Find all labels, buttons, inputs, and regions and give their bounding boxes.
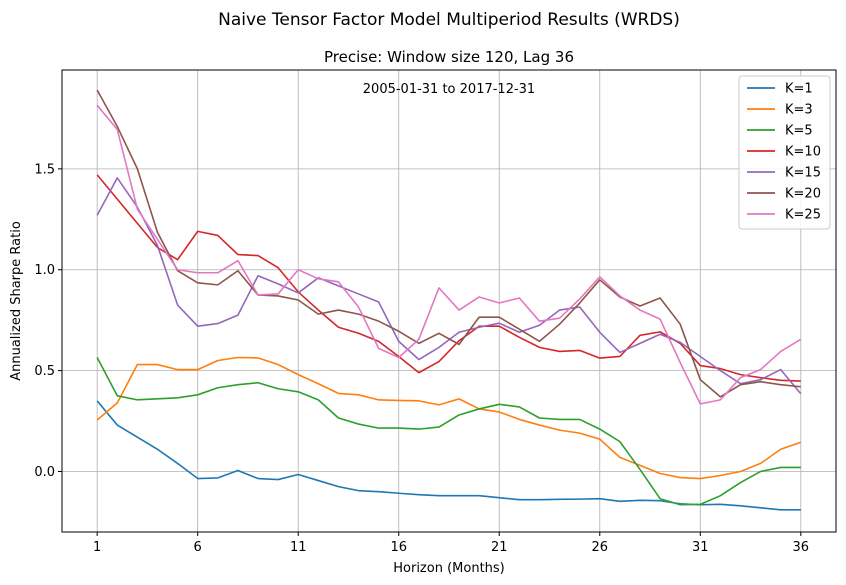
series-line-k5 bbox=[96, 357, 801, 506]
legend-label-k3: K=3 bbox=[785, 103, 813, 118]
x-tick-label: 21 bbox=[491, 540, 508, 555]
y-tick-label: 1.5 bbox=[34, 162, 55, 177]
series-line-k25 bbox=[96, 104, 802, 405]
legend-label-k15: K=15 bbox=[785, 166, 821, 181]
date-range-annotation: 2005-01-31 to 2017-12-31 bbox=[363, 82, 535, 97]
series-line-k1 bbox=[96, 400, 801, 511]
legend-label-k10: K=10 bbox=[785, 145, 821, 160]
y-tick-label: 0.5 bbox=[34, 364, 55, 379]
legend-box bbox=[738, 75, 831, 230]
chart-title: Precise: Window size 120, Lag 36 bbox=[324, 48, 574, 66]
plot-frame bbox=[61, 69, 837, 533]
y-tick-label: 0.0 bbox=[34, 465, 55, 480]
legend-label-k5: K=5 bbox=[785, 124, 813, 139]
grid bbox=[62, 70, 836, 532]
x-tick-label: 16 bbox=[390, 540, 407, 555]
legend-label-k1: K=1 bbox=[785, 82, 813, 97]
series-line-k20 bbox=[96, 89, 801, 398]
x-tick-label: 11 bbox=[290, 540, 307, 555]
series-line-k15 bbox=[96, 177, 802, 395]
chart-suptitle: Naive Tensor Factor Model Multiperiod Re… bbox=[218, 10, 680, 30]
x-tick-label: 26 bbox=[592, 540, 609, 555]
y-tick-label: 1.0 bbox=[34, 263, 55, 278]
legend: K=1 K=3 K=5 K=10 K=15 K=20 K=25 bbox=[738, 75, 831, 230]
series-lines bbox=[96, 89, 802, 511]
y-axis-label: Annualized Sharpe Ratio bbox=[9, 221, 24, 381]
x-tick-label: 6 bbox=[194, 540, 202, 555]
x-tick-label: 31 bbox=[692, 540, 709, 555]
x-tick-label: 36 bbox=[793, 540, 810, 555]
legend-label-k20: K=20 bbox=[785, 187, 821, 202]
x-axis-label: Horizon (Months) bbox=[393, 561, 505, 576]
legend-label-k25: K=25 bbox=[785, 208, 821, 223]
series-line-k3 bbox=[96, 356, 802, 480]
series-line-k10 bbox=[96, 174, 801, 382]
x-tick-label: 1 bbox=[93, 540, 101, 555]
axis-ticks: 1 6 11 16 21 26 31 360.00.51.01.5 bbox=[34, 162, 809, 555]
